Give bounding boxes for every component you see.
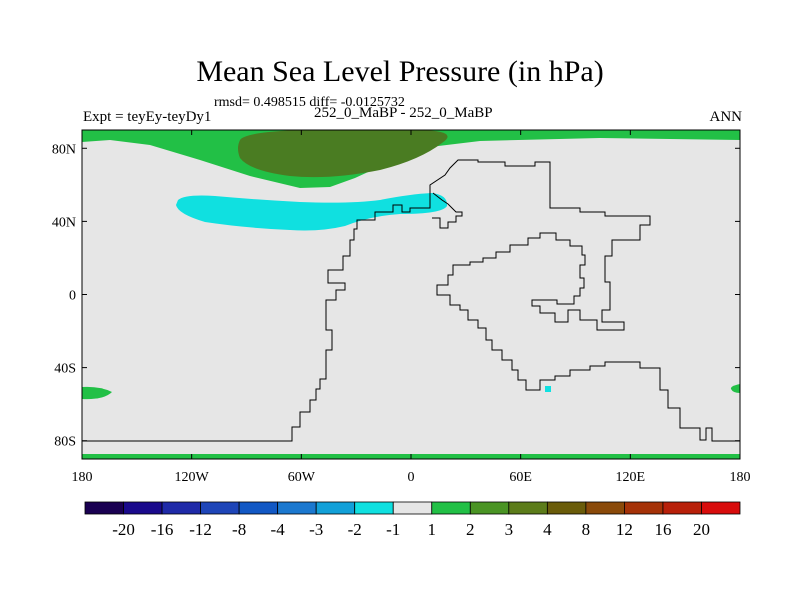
colorbar-label: 1	[428, 520, 437, 539]
colorbar: -20 -16 -12 -8 -4 -3 -2 -1 1 2 3 4 8 12 16 20	[84, 501, 741, 539]
colorbar-label: -12	[189, 520, 212, 539]
colorbar-label: 2	[466, 520, 475, 539]
colorbar-swatch	[200, 501, 240, 515]
colorbar-swatch	[238, 501, 279, 515]
colorbar-label: -20	[112, 520, 135, 539]
colorbar-swatch	[701, 501, 741, 515]
lon-tick-label: 120E	[616, 470, 646, 485]
colorbar-swatch	[624, 501, 664, 515]
lon-tick-label: 180	[730, 470, 751, 485]
colorbar-label: 20	[693, 520, 710, 539]
colorbar-swatch	[431, 501, 471, 515]
colorbar-label: 3	[505, 520, 514, 539]
colorbar-swatch	[84, 501, 124, 515]
contour-small-cyan	[545, 386, 551, 392]
period-label: 252_0_MaBP - 252_0_MaBP	[314, 105, 493, 121]
colorbar-label: 4	[543, 520, 552, 539]
colorbar-swatch	[123, 501, 163, 515]
colorbar-swatch	[354, 501, 394, 515]
colorbar-swatch	[315, 501, 356, 515]
lat-tick-label: 0	[69, 289, 76, 304]
lon-tick-label: 180	[72, 470, 93, 485]
colorbar-label: 8	[582, 520, 591, 539]
contour-negative-band	[176, 193, 448, 231]
lon-tick-label: 60W	[288, 470, 316, 485]
lat-axis: 80N 40N 0 40S 80S	[52, 142, 740, 450]
colorbar-label: 12	[616, 520, 633, 539]
chart-title: Mean Sea Level Pressure (in hPa)	[196, 55, 604, 88]
experiment-label: Expt = teyEy-teyDy1	[83, 109, 212, 125]
colorbar-swatch	[392, 501, 433, 515]
lon-tick-label: 0	[408, 470, 415, 485]
contour-south-east-patch	[730, 384, 740, 393]
map-background	[82, 130, 740, 459]
contour-north-core	[238, 130, 448, 178]
colorbar-swatch	[508, 501, 548, 515]
colorbar-swatch	[546, 501, 587, 515]
colorbar-label: -16	[151, 520, 174, 539]
contour-south-west-patch	[82, 386, 112, 400]
colorbar-swatch	[469, 501, 510, 515]
stats-label: rmsd= 0.498515 diff= -0.0125732	[214, 95, 405, 110]
lon-tick-label: 60E	[509, 470, 532, 485]
lat-tick-label: 40N	[52, 215, 76, 230]
lon-axis: 180 120W 60W 0 60E 120E 180	[72, 130, 751, 485]
colorbar-label: -8	[232, 520, 246, 539]
lon-tick-label: 120W	[175, 470, 210, 485]
coastline-east-detail	[432, 192, 463, 229]
colorbar-label: -4	[271, 520, 286, 539]
coastlines	[82, 159, 740, 442]
colorbar-swatch	[585, 501, 625, 515]
season-label: ANN	[709, 109, 743, 125]
colorbar-label: 16	[654, 520, 671, 539]
colorbar-label: -1	[386, 520, 400, 539]
colorbar-swatch	[662, 501, 702, 515]
colorbar-swatch	[277, 501, 317, 515]
lat-tick-label: 80N	[52, 142, 76, 157]
coastline-west-continent	[82, 159, 740, 442]
colorbar-label: -3	[309, 520, 323, 539]
lat-tick-label: 80S	[54, 435, 76, 450]
colorbar-swatch	[161, 501, 201, 515]
lat-tick-label: 40S	[54, 362, 76, 377]
colorbar-label: -2	[348, 520, 362, 539]
